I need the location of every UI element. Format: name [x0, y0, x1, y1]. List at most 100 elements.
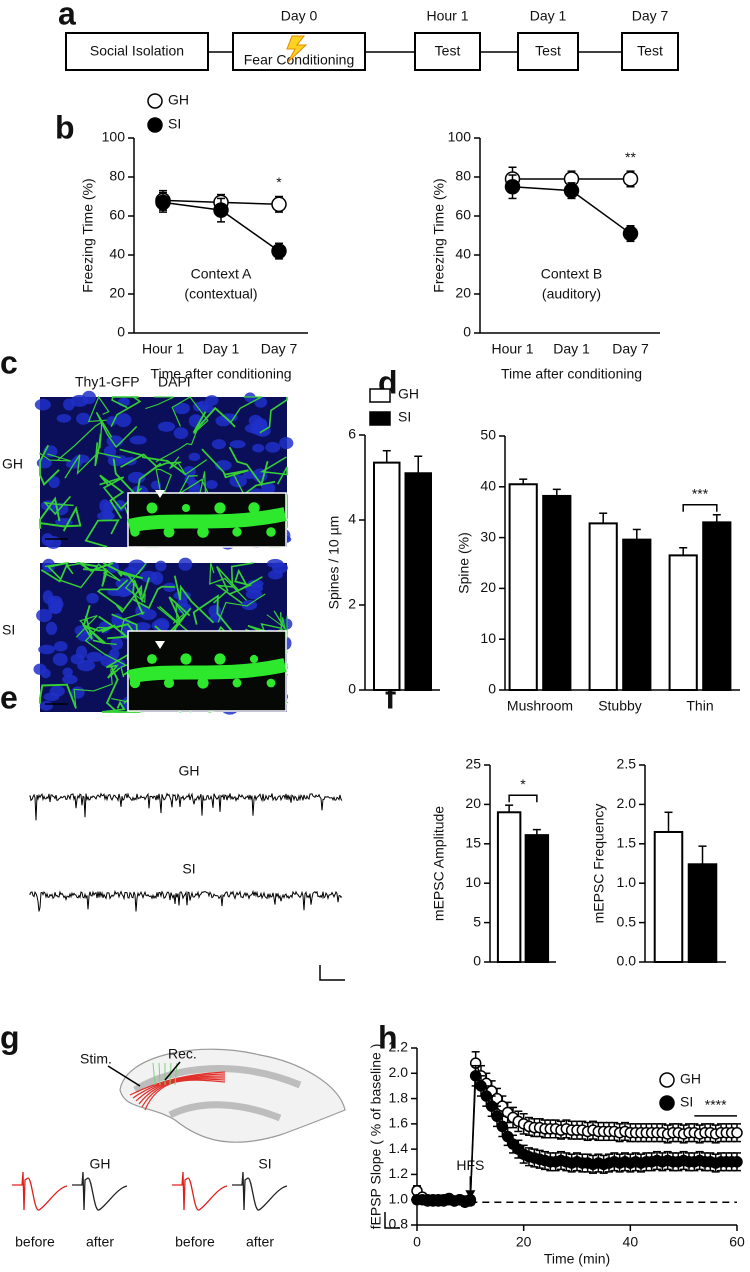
neurite — [84, 626, 126, 666]
significance-label: *** — [692, 485, 709, 501]
panel-label: f — [385, 679, 396, 715]
neurite — [39, 505, 82, 532]
legend-label: SI — [168, 116, 181, 132]
neurite — [57, 421, 103, 461]
spine — [248, 502, 260, 514]
nucleus — [63, 398, 75, 411]
nucleus — [279, 436, 294, 450]
neurite — [39, 444, 60, 487]
image-row-label: SI — [2, 622, 15, 638]
nucleus — [150, 571, 164, 585]
neurite — [39, 496, 61, 529]
fepsp-trace — [232, 1171, 288, 1211]
electrode — [107, 1065, 141, 1087]
neurite — [76, 562, 114, 572]
spine — [146, 502, 158, 514]
legend-swatch — [659, 1095, 675, 1111]
nucleus — [115, 413, 132, 428]
spine — [163, 677, 175, 689]
nucleus — [34, 398, 51, 411]
spine — [180, 653, 192, 665]
y-tick-label: 1.0 — [617, 874, 637, 890]
before-label: before — [15, 1234, 55, 1250]
neurite — [96, 579, 129, 610]
y-tick-label: 20 — [109, 285, 125, 301]
bar — [542, 494, 572, 691]
neurite — [228, 446, 269, 487]
nucleus — [151, 620, 169, 631]
x-tick-label: 40 — [623, 1234, 639, 1250]
y-tick-label: 10 — [480, 630, 496, 646]
trace — [29, 889, 343, 912]
x-tick-label: Day 7 — [261, 341, 298, 357]
y-tick-label: 1.8 — [389, 1089, 409, 1105]
nucleus — [129, 435, 147, 445]
neurite — [230, 396, 262, 423]
data-point — [485, 1100, 498, 1112]
nucleus — [211, 439, 226, 450]
neurite — [82, 605, 116, 633]
nucleus — [205, 395, 219, 406]
nucleus — [52, 652, 68, 666]
chart-note: Context B — [541, 266, 602, 282]
neurite — [209, 562, 247, 601]
neurite — [94, 433, 102, 467]
data-point — [464, 1193, 477, 1206]
spine — [163, 526, 175, 538]
data-point — [475, 1080, 487, 1092]
x-tick-label: Hour 1 — [142, 341, 184, 357]
bar — [668, 554, 698, 691]
y-tick-label: 1.0 — [389, 1190, 409, 1206]
y-tick-label: 10 — [465, 874, 481, 890]
y-tick-label: 50 — [480, 427, 496, 443]
data-point — [496, 1120, 509, 1133]
nucleus — [109, 648, 120, 660]
spine — [129, 677, 141, 689]
y-tick-label: 1.4 — [389, 1140, 409, 1156]
nucleus — [128, 559, 146, 573]
nucleus — [103, 501, 114, 514]
nucleus — [178, 557, 193, 571]
neurite — [201, 448, 249, 479]
timeline-time: Day 0 — [281, 8, 318, 24]
before-label: before — [175, 1234, 215, 1250]
y-tick-label: 80 — [109, 168, 125, 184]
electrode — [164, 1061, 181, 1081]
nucleus — [40, 668, 51, 679]
nucleus — [265, 441, 281, 453]
x-tick-label: 20 — [516, 1234, 532, 1250]
bar — [622, 538, 652, 692]
bar — [508, 483, 538, 692]
panel-label: a — [58, 0, 76, 31]
neurite — [39, 452, 71, 462]
y-tick-label: 2.0 — [617, 795, 637, 811]
legend-label: SI — [398, 409, 411, 425]
y-tick-label: 2.2 — [389, 1039, 409, 1055]
bar — [702, 521, 732, 691]
spine — [197, 526, 209, 538]
neurite — [145, 396, 175, 410]
bar — [588, 522, 618, 691]
group-label: GH — [90, 1156, 111, 1172]
y-tick-label: 60 — [109, 207, 125, 223]
nucleus — [114, 500, 126, 512]
legend-swatch — [147, 117, 163, 133]
data-point — [213, 202, 229, 218]
panel-label: e — [0, 679, 18, 715]
timeline-step: Test — [435, 43, 461, 59]
spine — [181, 503, 191, 513]
x-tick-label: Mushroom — [507, 698, 573, 714]
timeline-box — [414, 32, 481, 71]
neurite — [259, 456, 288, 485]
nucleus — [48, 476, 60, 489]
chart-note: (contextual) — [184, 286, 257, 302]
spine — [249, 654, 259, 664]
timeline-step: Social Isolation — [90, 43, 184, 59]
x-tick-label: Day 7 — [612, 341, 649, 357]
y-tick-label: 30 — [480, 528, 496, 544]
timeline-box — [65, 32, 209, 71]
trace-label: SI — [182, 861, 195, 877]
event-label: HFS — [456, 1157, 484, 1173]
y-tick-label: 0 — [117, 324, 125, 340]
neurite — [87, 395, 110, 423]
